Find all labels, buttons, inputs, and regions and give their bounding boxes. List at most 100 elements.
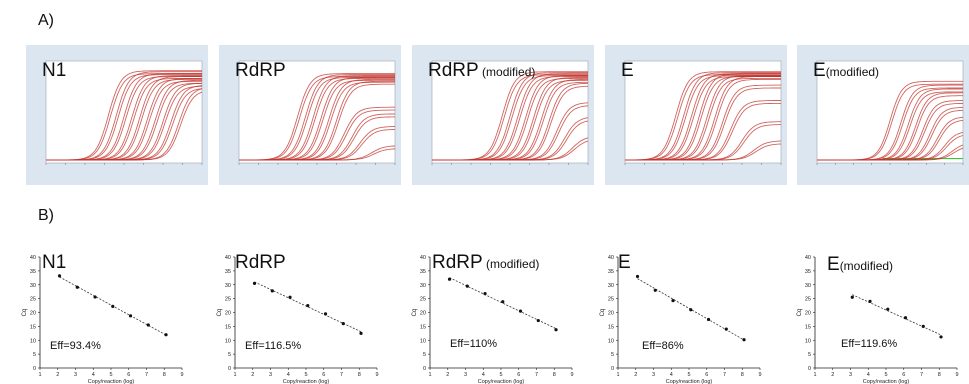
y-tick-label: 20	[225, 311, 231, 317]
amp-plot-rdrp: RdRP	[219, 45, 401, 185]
data-point	[111, 304, 115, 308]
std-title: N1	[42, 252, 67, 273]
std-title: E(modified)	[827, 254, 894, 275]
data-point	[146, 323, 150, 327]
amp-title: RdRP	[235, 60, 286, 81]
y-axis-label: Cq	[600, 309, 606, 317]
x-axis-label: Copy/reaction (log)	[88, 379, 135, 384]
x-tick-label: 1	[813, 372, 816, 378]
y-tick-label: 5	[423, 352, 426, 358]
amp-svg	[431, 60, 589, 165]
y-tick-label: 15	[225, 324, 231, 330]
data-point	[724, 327, 728, 331]
efficiency-label: Eff=110%	[450, 338, 497, 350]
data-point	[288, 295, 292, 299]
amp-svg	[238, 60, 396, 165]
data-point	[939, 335, 943, 339]
x-tick-label: 7	[535, 372, 538, 378]
x-tick-label: 9	[570, 372, 573, 378]
data-point	[75, 285, 79, 289]
x-tick-label: 5	[884, 372, 887, 378]
y-tick-label: 25	[420, 297, 426, 303]
x-tick-label: 8	[553, 372, 556, 378]
y-tick-label: 35	[420, 269, 426, 275]
x-tick-label: 8	[741, 372, 744, 378]
x-axis-label: Copy/reaction (log)	[863, 379, 910, 384]
amplification-curve	[46, 91, 203, 161]
y-tick-label: 10	[225, 338, 231, 344]
x-tick-label: 3	[74, 372, 77, 378]
x-tick-label: 7	[340, 372, 343, 378]
y-tick-label: 35	[608, 269, 614, 275]
amplification-curve	[239, 148, 396, 161]
data-point	[554, 328, 558, 332]
section-b-label: B)	[38, 207, 54, 224]
amp-plot-rdrp-modified: RdRP (modified)	[412, 45, 594, 185]
y-tick-label: 35	[805, 269, 811, 275]
y-tick-label: 15	[608, 324, 614, 330]
std-title: E	[618, 252, 631, 273]
y-tick-label: 35	[30, 269, 36, 275]
y-tick-label: 10	[805, 338, 811, 344]
amp-title: E	[621, 60, 634, 81]
x-tick-label: 8	[938, 372, 941, 378]
data-point	[164, 333, 168, 337]
x-tick-label: 1	[428, 372, 431, 378]
data-point	[850, 295, 854, 299]
x-tick-label: 3	[464, 372, 467, 378]
y-tick-label: 30	[420, 283, 426, 289]
data-point	[635, 274, 640, 279]
amp-title: E(modified)	[813, 60, 880, 81]
plot-area	[816, 60, 964, 164]
y-tick-label: 40	[30, 255, 36, 261]
data-point	[671, 298, 675, 303]
x-axis-label: Copy/reaction (log)	[283, 379, 330, 384]
x-tick-label: 9	[180, 372, 183, 378]
y-tick-label: 40	[225, 255, 231, 261]
y-tick-label: 20	[420, 311, 426, 317]
std-curve-e-modified: 0 5 10 15 20 25 30 35 40 1 2 3 4 5 6 7 8 9 Cq Copy/reaction…	[795, 252, 965, 384]
y-tick-label: 10	[420, 338, 426, 344]
amp-svg	[624, 60, 782, 165]
std-curve-rdrp: 0 5 10 15 20 25 30 35 40 1 2 3 4 5 6 7 8 9 Cq Copy/reaction…	[215, 252, 385, 384]
amp-plot-n1: N1	[26, 45, 208, 185]
x-tick-label: 4	[92, 372, 95, 378]
x-tick-label: 6	[902, 372, 905, 378]
x-tick-label: 6	[322, 372, 325, 378]
x-tick-label: 2	[56, 372, 59, 378]
x-tick-label: 4	[482, 372, 485, 378]
x-tick-label: 5	[687, 372, 690, 378]
y-tick-label: 20	[608, 311, 614, 317]
y-tick-label: 15	[30, 324, 36, 330]
data-point	[341, 322, 345, 326]
x-axis-label: Copy/reaction (log)	[666, 379, 713, 384]
data-point	[706, 317, 711, 322]
x-tick-label: 7	[920, 372, 923, 378]
x-tick-label: 9	[375, 372, 378, 378]
x-tick-label: 2	[251, 372, 254, 378]
x-tick-label: 6	[705, 372, 708, 378]
x-tick-label: 3	[849, 372, 852, 378]
amp-plot-e: E	[605, 45, 787, 185]
data-point	[270, 289, 274, 293]
std-curve-rdrp-modified: 0 5 10 15 20 25 30 35 40 1 2 3 4 5 6 7 8 9 Cq Copy/reaction…	[410, 252, 580, 384]
data-point	[323, 312, 328, 316]
y-tick-label: 15	[420, 324, 426, 330]
y-tick-label: 40	[805, 255, 811, 261]
x-tick-label: 9	[758, 372, 761, 378]
y-tick-label: 0	[423, 366, 426, 372]
efficiency-label: Eff=93.4%	[50, 340, 101, 352]
x-tick-label: 6	[127, 372, 130, 378]
x-tick-label: 7	[145, 372, 148, 378]
y-tick-label: 5	[228, 352, 231, 358]
data-point	[886, 307, 890, 311]
x-tick-label: 9	[955, 372, 958, 378]
std-title: RdRP	[235, 252, 286, 273]
data-point	[57, 274, 62, 278]
y-tick-label: 25	[805, 297, 811, 303]
std-curve-e: 0 5 10 15 20 25 30 35 40 1 2 3 4 5 6 7 8 9 Cq Copy/reaction…	[598, 252, 768, 384]
y-tick-label: 0	[808, 366, 811, 372]
x-tick-label: 1	[233, 372, 236, 378]
efficiency-label: Eff=116.5%	[245, 340, 302, 352]
x-tick-label: 1	[616, 372, 619, 378]
